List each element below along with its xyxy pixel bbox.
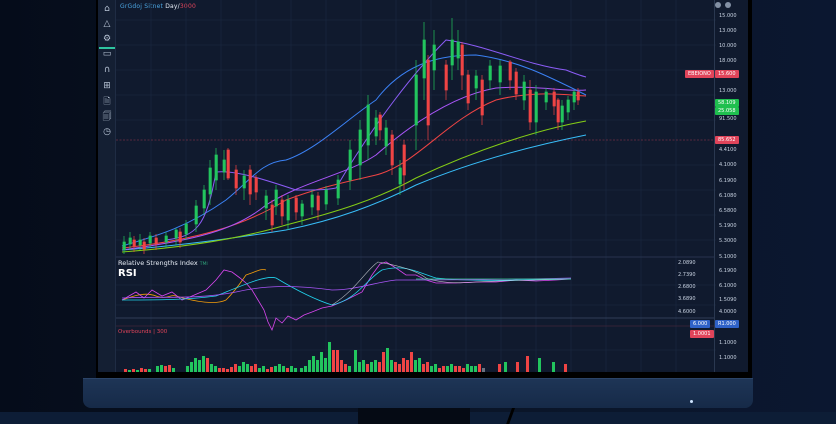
bid-price-tag: 58.109 xyxy=(715,99,739,107)
settings-icon[interactable]: ⚙ xyxy=(99,32,115,49)
rsi-label: RSI xyxy=(118,268,137,279)
trading-screen: ⌂ △ ⚙ ▭ ∩ ⊞ 🗎 🗐 ◷ GrGdoj Sitnet Day/3000 xyxy=(98,0,748,372)
alert-line-tag: 85.652 xyxy=(715,136,739,144)
price-label-tag: EBEIONO xyxy=(685,70,714,78)
chart-title: GrGdoj Sitnet Day/3000 xyxy=(120,3,196,10)
home-icon[interactable]: ⌂ xyxy=(104,4,110,14)
header-value: 3000 xyxy=(179,3,196,10)
rsi-panel-title: Relative Strengths Index TMI xyxy=(118,259,208,267)
symbol-label: GrGdoj Sitnet xyxy=(120,3,164,10)
layout-icon[interactable]: ⊞ xyxy=(103,81,111,91)
settings-dot-icon[interactable] xyxy=(725,2,731,8)
document-icon[interactable]: 🗎 xyxy=(103,97,111,107)
curve-icon[interactable]: ∩ xyxy=(103,65,111,75)
current-price-tag: 15.600 xyxy=(715,70,739,78)
rsi-axis-tag: R1.000 xyxy=(715,320,739,328)
interval-label[interactable]: Day xyxy=(165,3,178,10)
triangle-icon[interactable]: △ xyxy=(103,19,111,29)
ask-price-tag: 25.058 xyxy=(715,107,739,115)
power-led-icon xyxy=(690,400,693,403)
price-axis[interactable]: 15.000 13.000 10.000 18.000 13.000 91.50… xyxy=(714,0,748,372)
rsi-value-tag: 6.000 xyxy=(690,320,711,328)
clock-icon[interactable]: ◷ xyxy=(103,127,111,137)
settings-dot-icon[interactable] xyxy=(715,2,721,8)
monitor-bezel xyxy=(83,378,753,408)
panel-icon[interactable]: ▭ xyxy=(102,49,112,59)
rsi-alert-tag: 1.0001 xyxy=(690,330,714,338)
left-toolbar: ⌂ △ ⚙ ▭ ∩ ⊞ 🗎 🗐 ◷ xyxy=(98,0,116,372)
volume-overbounds-label: Overbounds | 300 xyxy=(118,329,168,335)
chart-plot-area[interactable] xyxy=(116,0,720,372)
axis-settings-icons[interactable] xyxy=(715,2,731,8)
document-edit-icon[interactable]: 🗐 xyxy=(102,112,112,122)
